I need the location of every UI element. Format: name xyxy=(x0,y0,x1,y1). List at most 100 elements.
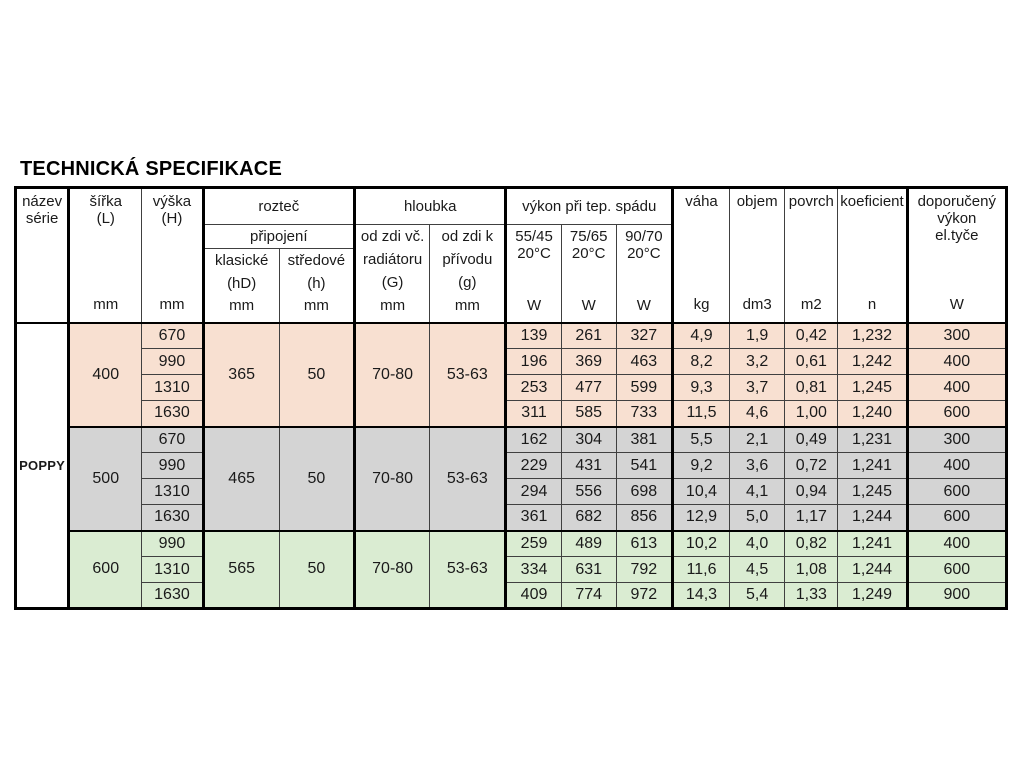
table-row: POPPY 400 670 365 50 70-80 53-63 139 261… xyxy=(14,321,1008,609)
cell-power-55-45: 253 xyxy=(505,374,562,401)
depth-g-line: radiátoru xyxy=(363,251,423,269)
cell-surface: 0,49 xyxy=(784,425,839,453)
gradient-label: 90/70 xyxy=(625,228,663,246)
gradient-temp: 20°C xyxy=(571,245,606,263)
cell-power-90-70: 613 xyxy=(615,529,674,557)
col-header-weight: váha kg xyxy=(671,187,731,323)
col-header-power-75-65: 75/65 20°C W xyxy=(560,224,617,323)
pitch-classic-symbol: (hD) xyxy=(227,274,257,292)
recommended-power-label: doporučený výkon el.tyče xyxy=(917,193,996,244)
cell-surface: 1,33 xyxy=(784,582,839,609)
cell-power-55-45: 409 xyxy=(505,582,562,609)
cell-recommended-power: 600 xyxy=(906,504,1008,531)
col-header-volume: objem dm3 xyxy=(729,187,786,323)
weight-unit: kg xyxy=(693,296,710,314)
cell-weight: 8,2 xyxy=(671,348,731,375)
cell-recommended-power: 400 xyxy=(906,348,1008,375)
depth-g2-unit: mm xyxy=(454,297,480,315)
cell-height: 1310 xyxy=(141,478,205,505)
cell-depth-g: 70-80 xyxy=(353,529,431,609)
cell-pitch-classic: 465 xyxy=(202,425,280,531)
cell-power-75-65: 682 xyxy=(560,504,617,531)
cell-volume: 3,6 xyxy=(729,452,786,479)
cell-power-55-45: 196 xyxy=(505,348,562,375)
depth-g-symbol: (G) xyxy=(381,274,404,292)
cell-power-75-65: 585 xyxy=(560,400,617,427)
depth-g2-symbol: (g) xyxy=(458,274,477,292)
table-header: název série šířka (L) mm výška (H) mm rozte… xyxy=(14,187,1008,323)
cell-power-75-65: 261 xyxy=(560,321,617,349)
surface-unit: m2 xyxy=(800,296,822,314)
table-row: 1310 294 556 698 10,4 4,1 0,94 1,245 600 xyxy=(16,478,1008,505)
col-header-recommended-power: doporučený výkon el.tyče W xyxy=(906,187,1008,323)
cell-power-55-45: 334 xyxy=(505,556,562,583)
cell-weight: 14,3 xyxy=(671,582,731,609)
cell-pitch-classic: 365 xyxy=(202,321,280,427)
cell-power-90-70: 698 xyxy=(615,478,674,505)
cell-width: 600 xyxy=(68,529,143,609)
cell-weight: 11,6 xyxy=(671,556,731,583)
width-unit: mm xyxy=(93,296,119,314)
cell-height: 1630 xyxy=(141,504,205,531)
col-header-power-55-45: 55/45 20°C W xyxy=(505,224,562,323)
header-row-1: název série šířka (L) mm výška (H) mm rozte… xyxy=(14,187,1008,323)
cell-power-55-45: 229 xyxy=(505,452,562,479)
cell-power-90-70: 541 xyxy=(615,452,674,479)
height-unit: mm xyxy=(159,296,185,314)
volume-unit: dm3 xyxy=(742,296,772,314)
cell-width: 500 xyxy=(68,425,143,531)
cell-coefficient: 1,241 xyxy=(837,529,909,557)
table-row: 1630 311 585 733 11,5 4,6 1,00 1,240 600 xyxy=(16,400,1008,427)
cell-coefficient: 1,244 xyxy=(837,556,909,583)
cell-power-75-65: 431 xyxy=(560,452,617,479)
gradient-label: 75/65 xyxy=(569,228,608,246)
cell-volume: 5,0 xyxy=(729,504,786,531)
power-unit: W xyxy=(581,297,596,315)
gradient-label: 55/45 xyxy=(515,228,553,246)
cell-volume: 2,1 xyxy=(729,425,786,453)
cell-weight: 5,5 xyxy=(671,425,731,453)
col-header-height: výška (H) mm xyxy=(141,187,205,323)
cell-volume: 1,9 xyxy=(729,321,786,349)
group-header-power: výkon při tep. spádu xyxy=(505,187,674,225)
cell-weight: 9,2 xyxy=(671,452,731,479)
cell-depth-small-g: 53-63 xyxy=(429,321,508,427)
cell-height: 990 xyxy=(141,348,205,375)
cell-coefficient: 1,242 xyxy=(837,348,909,375)
table-row: 990 229 431 541 9,2 3,6 0,72 1,241 400 xyxy=(16,452,1008,479)
cell-recommended-power: 600 xyxy=(906,400,1008,427)
header-row-2: připojení od zdi vč. radiátoru (G) mm od… xyxy=(16,224,1007,323)
cell-coefficient: 1,231 xyxy=(837,425,909,453)
cell-power-90-70: 733 xyxy=(615,400,674,427)
table-row: 1310 334 631 792 11,6 4,5 1,08 1,244 600 xyxy=(16,556,1008,583)
header-row-3: klasické (hD) mm středové (h) mm xyxy=(16,248,1007,323)
cell-power-75-65: 489 xyxy=(560,529,617,557)
power-unit: W xyxy=(526,297,542,315)
cell-coefficient: 1,240 xyxy=(837,400,909,427)
surface-label: povrch xyxy=(788,193,834,211)
gradient-temp: 20°C xyxy=(627,245,661,263)
cell-weight: 9,3 xyxy=(671,374,731,401)
cell-power-55-45: 361 xyxy=(505,504,562,531)
table-row: 990 196 369 463 8,2 3,2 0,61 1,242 400 xyxy=(16,348,1008,375)
cell-power-90-70: 381 xyxy=(615,425,674,453)
weight-label: váha xyxy=(685,193,718,211)
cell-power-75-65: 304 xyxy=(560,425,617,453)
col-header-surface: povrch m2 xyxy=(784,187,839,323)
depth-g-unit: mm xyxy=(380,297,406,315)
cell-power-90-70: 599 xyxy=(615,374,674,401)
cell-weight: 11,5 xyxy=(671,400,731,427)
cell-surface: 0,82 xyxy=(784,529,839,557)
col-header-coefficient: koeficient n xyxy=(837,187,909,323)
cell-surface: 0,61 xyxy=(784,348,839,375)
cell-pitch-classic: 565 xyxy=(202,529,280,609)
cell-height: 670 xyxy=(141,425,205,453)
pitch-central-symbol: (h) xyxy=(307,274,326,292)
cell-coefficient: 1,245 xyxy=(837,374,909,401)
cell-power-90-70: 972 xyxy=(615,582,674,609)
recommended-power-unit: W xyxy=(949,296,964,314)
cell-power-90-70: 856 xyxy=(615,504,674,531)
col-header-pitch-classic: klasické (hD) mm xyxy=(202,248,280,323)
cell-pitch-central: 50 xyxy=(278,425,357,531)
cell-height: 1310 xyxy=(141,374,205,401)
